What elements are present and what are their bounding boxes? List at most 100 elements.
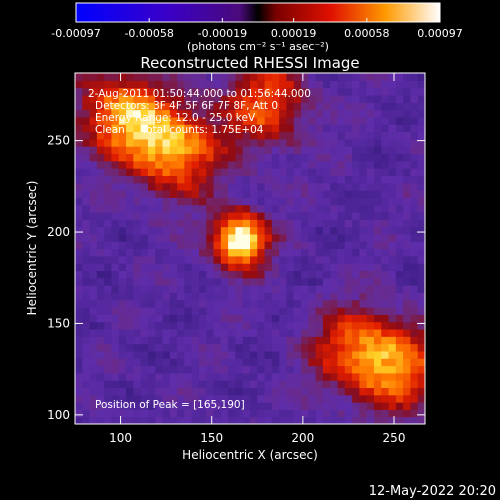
heatmap-cell	[373, 168, 382, 176]
heatmap-cell	[344, 175, 353, 184]
heatmap-cell	[410, 416, 419, 424]
heatmap-cell	[293, 307, 302, 315]
heatmap-cell	[373, 372, 382, 381]
heatmap-cell	[184, 270, 193, 279]
heatmap-cell	[82, 168, 91, 176]
heatmap-cell	[403, 80, 412, 89]
heatmap-cell	[395, 80, 404, 89]
colorbar-tick-label: -0.00019	[198, 27, 247, 40]
heatmap-cell	[177, 416, 185, 424]
heatmap-cell	[279, 416, 288, 424]
heatmap-cell	[191, 365, 200, 374]
heatmap-cell	[286, 248, 295, 257]
heatmap-cell	[169, 336, 178, 345]
heatmap-cell	[162, 416, 171, 424]
heatmap-cell	[381, 350, 390, 359]
heatmap-cell	[169, 116, 178, 125]
heatmap-cell	[198, 372, 207, 381]
heatmap-cell	[373, 102, 382, 111]
heatmap-cell	[235, 233, 244, 242]
heatmap-cell	[220, 263, 229, 272]
heatmap-cell	[359, 328, 368, 337]
heatmap-cell	[257, 102, 266, 111]
heatmap-cell	[104, 336, 113, 345]
heatmap-cell	[228, 197, 237, 206]
heatmap-cell	[366, 131, 375, 140]
heatmap-cell	[235, 248, 244, 257]
heatmap-cell	[147, 73, 156, 81]
heatmap-cell	[169, 285, 178, 293]
heatmap-cell	[271, 160, 280, 169]
heatmap-cell	[315, 73, 324, 81]
heatmap-cell	[293, 87, 302, 96]
heatmap-cell	[257, 160, 266, 169]
heatmap-cell	[271, 358, 280, 367]
heatmap-cell	[388, 350, 397, 359]
heatmap-cell	[308, 321, 317, 330]
colorbar	[75, 2, 441, 23]
heatmap-cell	[126, 109, 134, 118]
heatmap-cell	[279, 102, 288, 111]
heatmap-cell	[271, 270, 280, 279]
heatmap-cell	[344, 248, 353, 257]
heatmap-cell	[169, 241, 178, 250]
heatmap-cell	[213, 409, 222, 418]
heatmap-cell	[162, 314, 171, 323]
heatmap-cell	[264, 292, 273, 301]
heatmap-cell	[111, 285, 120, 293]
heatmap-cell	[228, 350, 237, 359]
heatmap-cell	[395, 292, 404, 301]
heatmap-cell	[250, 248, 258, 257]
heatmap-cell	[191, 94, 200, 103]
heatmap-cell	[359, 124, 368, 133]
heatmap-cell	[395, 402, 404, 410]
heatmap-cell	[184, 73, 193, 81]
heatmap-cell	[315, 153, 324, 162]
info-line-3: Energy Range: 12.0 - 25.0 keV	[95, 112, 256, 124]
heatmap-cell	[184, 387, 193, 396]
heatmap-cell	[155, 292, 164, 301]
heatmap-cell	[184, 292, 193, 301]
heatmap-cell	[184, 394, 193, 403]
heatmap-cell	[315, 372, 324, 381]
heatmap-cell	[104, 87, 113, 96]
heatmap-cell	[177, 131, 185, 140]
heatmap-cell	[147, 175, 156, 184]
heatmap-cell	[184, 138, 193, 147]
heatmap-cell	[330, 255, 339, 264]
heatmap-cell	[330, 73, 339, 81]
heatmap-cell	[388, 219, 397, 228]
heatmap-cell	[417, 175, 425, 184]
heatmap-cell	[155, 80, 164, 89]
heatmap-cell	[220, 102, 229, 111]
heatmap-cell	[308, 219, 317, 228]
heatmap-cell	[366, 109, 375, 118]
heatmap-cell	[279, 87, 288, 96]
heatmap-cell	[286, 328, 295, 337]
heatmap-cell	[177, 146, 185, 155]
heatmap-cell	[169, 146, 178, 155]
heatmap-cell	[220, 358, 229, 367]
heatmap-cell	[359, 219, 368, 228]
heatmap-cell	[228, 211, 237, 220]
heatmap-cell	[257, 124, 266, 133]
heatmap-cell	[147, 409, 156, 418]
heatmap-cell	[89, 387, 98, 396]
heatmap-cell	[213, 226, 222, 235]
heatmap-cell	[228, 87, 237, 96]
heatmap-cell	[228, 73, 237, 81]
heatmap-cell	[301, 416, 309, 424]
heatmap-cell	[111, 387, 120, 396]
heatmap-cell	[126, 160, 134, 169]
heatmap-cell	[279, 211, 288, 220]
heatmap-cell	[257, 131, 266, 140]
heatmap-cell	[191, 402, 200, 410]
heatmap-cell	[322, 190, 331, 198]
heatmap-cell	[388, 204, 397, 213]
heatmap-cell	[162, 307, 171, 315]
heatmap-cell	[388, 146, 397, 155]
heatmap-cell	[308, 387, 317, 396]
heatmap-cell	[140, 175, 149, 184]
heatmap-cell	[410, 350, 419, 359]
heatmap-cell	[104, 380, 113, 389]
